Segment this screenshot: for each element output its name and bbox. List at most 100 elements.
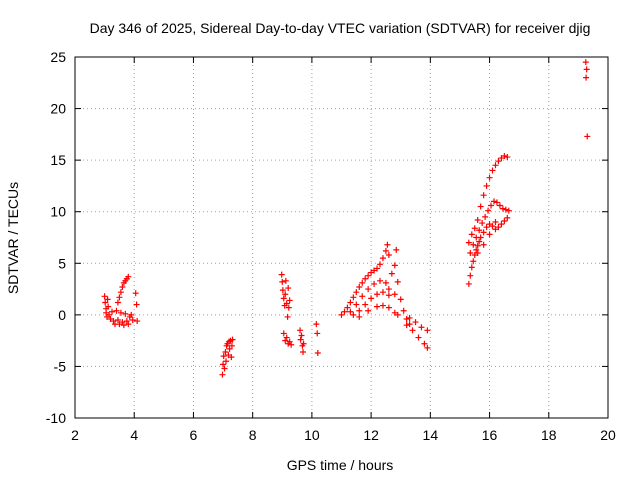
data-point xyxy=(496,202,503,209)
data-point xyxy=(129,317,136,324)
data-point xyxy=(476,238,483,245)
data-point xyxy=(374,291,381,298)
data-point xyxy=(393,246,400,253)
data-point xyxy=(356,307,363,314)
data-point xyxy=(283,300,290,307)
data-point xyxy=(359,293,366,300)
data-point xyxy=(483,224,490,231)
data-point xyxy=(280,295,287,302)
data-point xyxy=(470,241,477,248)
data-point xyxy=(501,217,508,224)
data-point xyxy=(371,280,378,287)
y-tick-label: -5 xyxy=(54,358,67,374)
data-point xyxy=(353,289,360,296)
data-point xyxy=(379,289,386,296)
axis-ticks xyxy=(74,56,609,419)
data-point xyxy=(286,338,293,345)
data-point xyxy=(468,264,475,271)
data-point xyxy=(474,249,481,256)
data-point xyxy=(406,321,413,328)
data-point xyxy=(300,340,307,347)
data-point xyxy=(418,324,425,331)
data-point xyxy=(109,308,116,315)
data-point xyxy=(125,321,132,328)
data-point xyxy=(220,353,227,360)
data-point xyxy=(365,307,372,314)
x-tick-label: 16 xyxy=(482,427,498,443)
data-point xyxy=(285,304,292,311)
data-point xyxy=(362,275,369,282)
data-point xyxy=(471,225,478,232)
data-point xyxy=(421,340,428,347)
data-point xyxy=(298,332,305,339)
data-point xyxy=(415,334,422,341)
data-point xyxy=(480,241,487,248)
grid-lines xyxy=(75,57,608,418)
y-tick-label: 5 xyxy=(58,255,66,271)
data-point xyxy=(110,318,117,325)
x-tick-label: 20 xyxy=(600,427,616,443)
data-point xyxy=(493,199,500,206)
data-point xyxy=(482,213,489,220)
data-point xyxy=(409,327,416,334)
data-point xyxy=(374,265,381,272)
data-point xyxy=(278,271,285,278)
y-tick-label: 10 xyxy=(50,204,66,220)
data-point xyxy=(279,278,286,285)
data-point xyxy=(424,327,431,334)
data-point xyxy=(347,308,354,315)
data-point xyxy=(113,307,120,314)
data-point xyxy=(297,336,304,343)
plot-frame xyxy=(74,56,609,419)
data-point xyxy=(385,292,392,299)
data-point xyxy=(385,286,392,293)
data-point xyxy=(133,301,140,308)
data-point xyxy=(486,174,493,181)
data-point xyxy=(288,341,295,348)
data-point xyxy=(498,221,505,228)
chart-title: Day 346 of 2025, Sidereal Day-to-day VTE… xyxy=(90,20,591,36)
data-point xyxy=(114,299,121,306)
data-point xyxy=(279,287,286,294)
data-point xyxy=(283,334,290,341)
data-point xyxy=(132,290,139,297)
data-point xyxy=(314,350,321,357)
data-point xyxy=(228,354,235,361)
data-point xyxy=(286,297,293,304)
data-point xyxy=(583,66,590,73)
x-tick-label: 14 xyxy=(423,427,439,443)
data-point xyxy=(117,309,124,316)
data-point xyxy=(385,304,392,311)
data-point xyxy=(467,272,474,279)
y-tick-labels: -10 -5 0 5 10 15 20 25 xyxy=(46,49,66,426)
data-point xyxy=(495,158,502,165)
x-tick-labels: 2 4 6 8 10 12 14 16 18 20 xyxy=(71,427,616,443)
data-point xyxy=(350,294,357,301)
data-point xyxy=(465,280,472,287)
x-tick-label: 12 xyxy=(363,427,379,443)
data-point xyxy=(123,318,130,325)
y-tick-label: 0 xyxy=(58,307,66,323)
data-point xyxy=(385,252,392,259)
data-point xyxy=(365,272,372,279)
data-point xyxy=(474,242,481,249)
data-point xyxy=(474,216,481,223)
data-point xyxy=(116,294,123,301)
data-point xyxy=(486,231,493,238)
y-tick-label: -10 xyxy=(46,410,66,426)
data-point xyxy=(479,220,486,227)
data-point xyxy=(300,348,307,355)
data-point xyxy=(122,310,129,317)
data-point xyxy=(313,321,320,328)
data-point xyxy=(391,262,398,269)
data-point xyxy=(368,295,375,302)
data-point xyxy=(134,318,141,325)
data-point xyxy=(379,255,386,262)
data-point xyxy=(350,311,357,318)
data-point xyxy=(477,203,484,210)
data-point xyxy=(228,342,235,349)
data-point xyxy=(488,202,495,209)
data-point xyxy=(338,311,345,318)
data-point xyxy=(495,224,502,231)
